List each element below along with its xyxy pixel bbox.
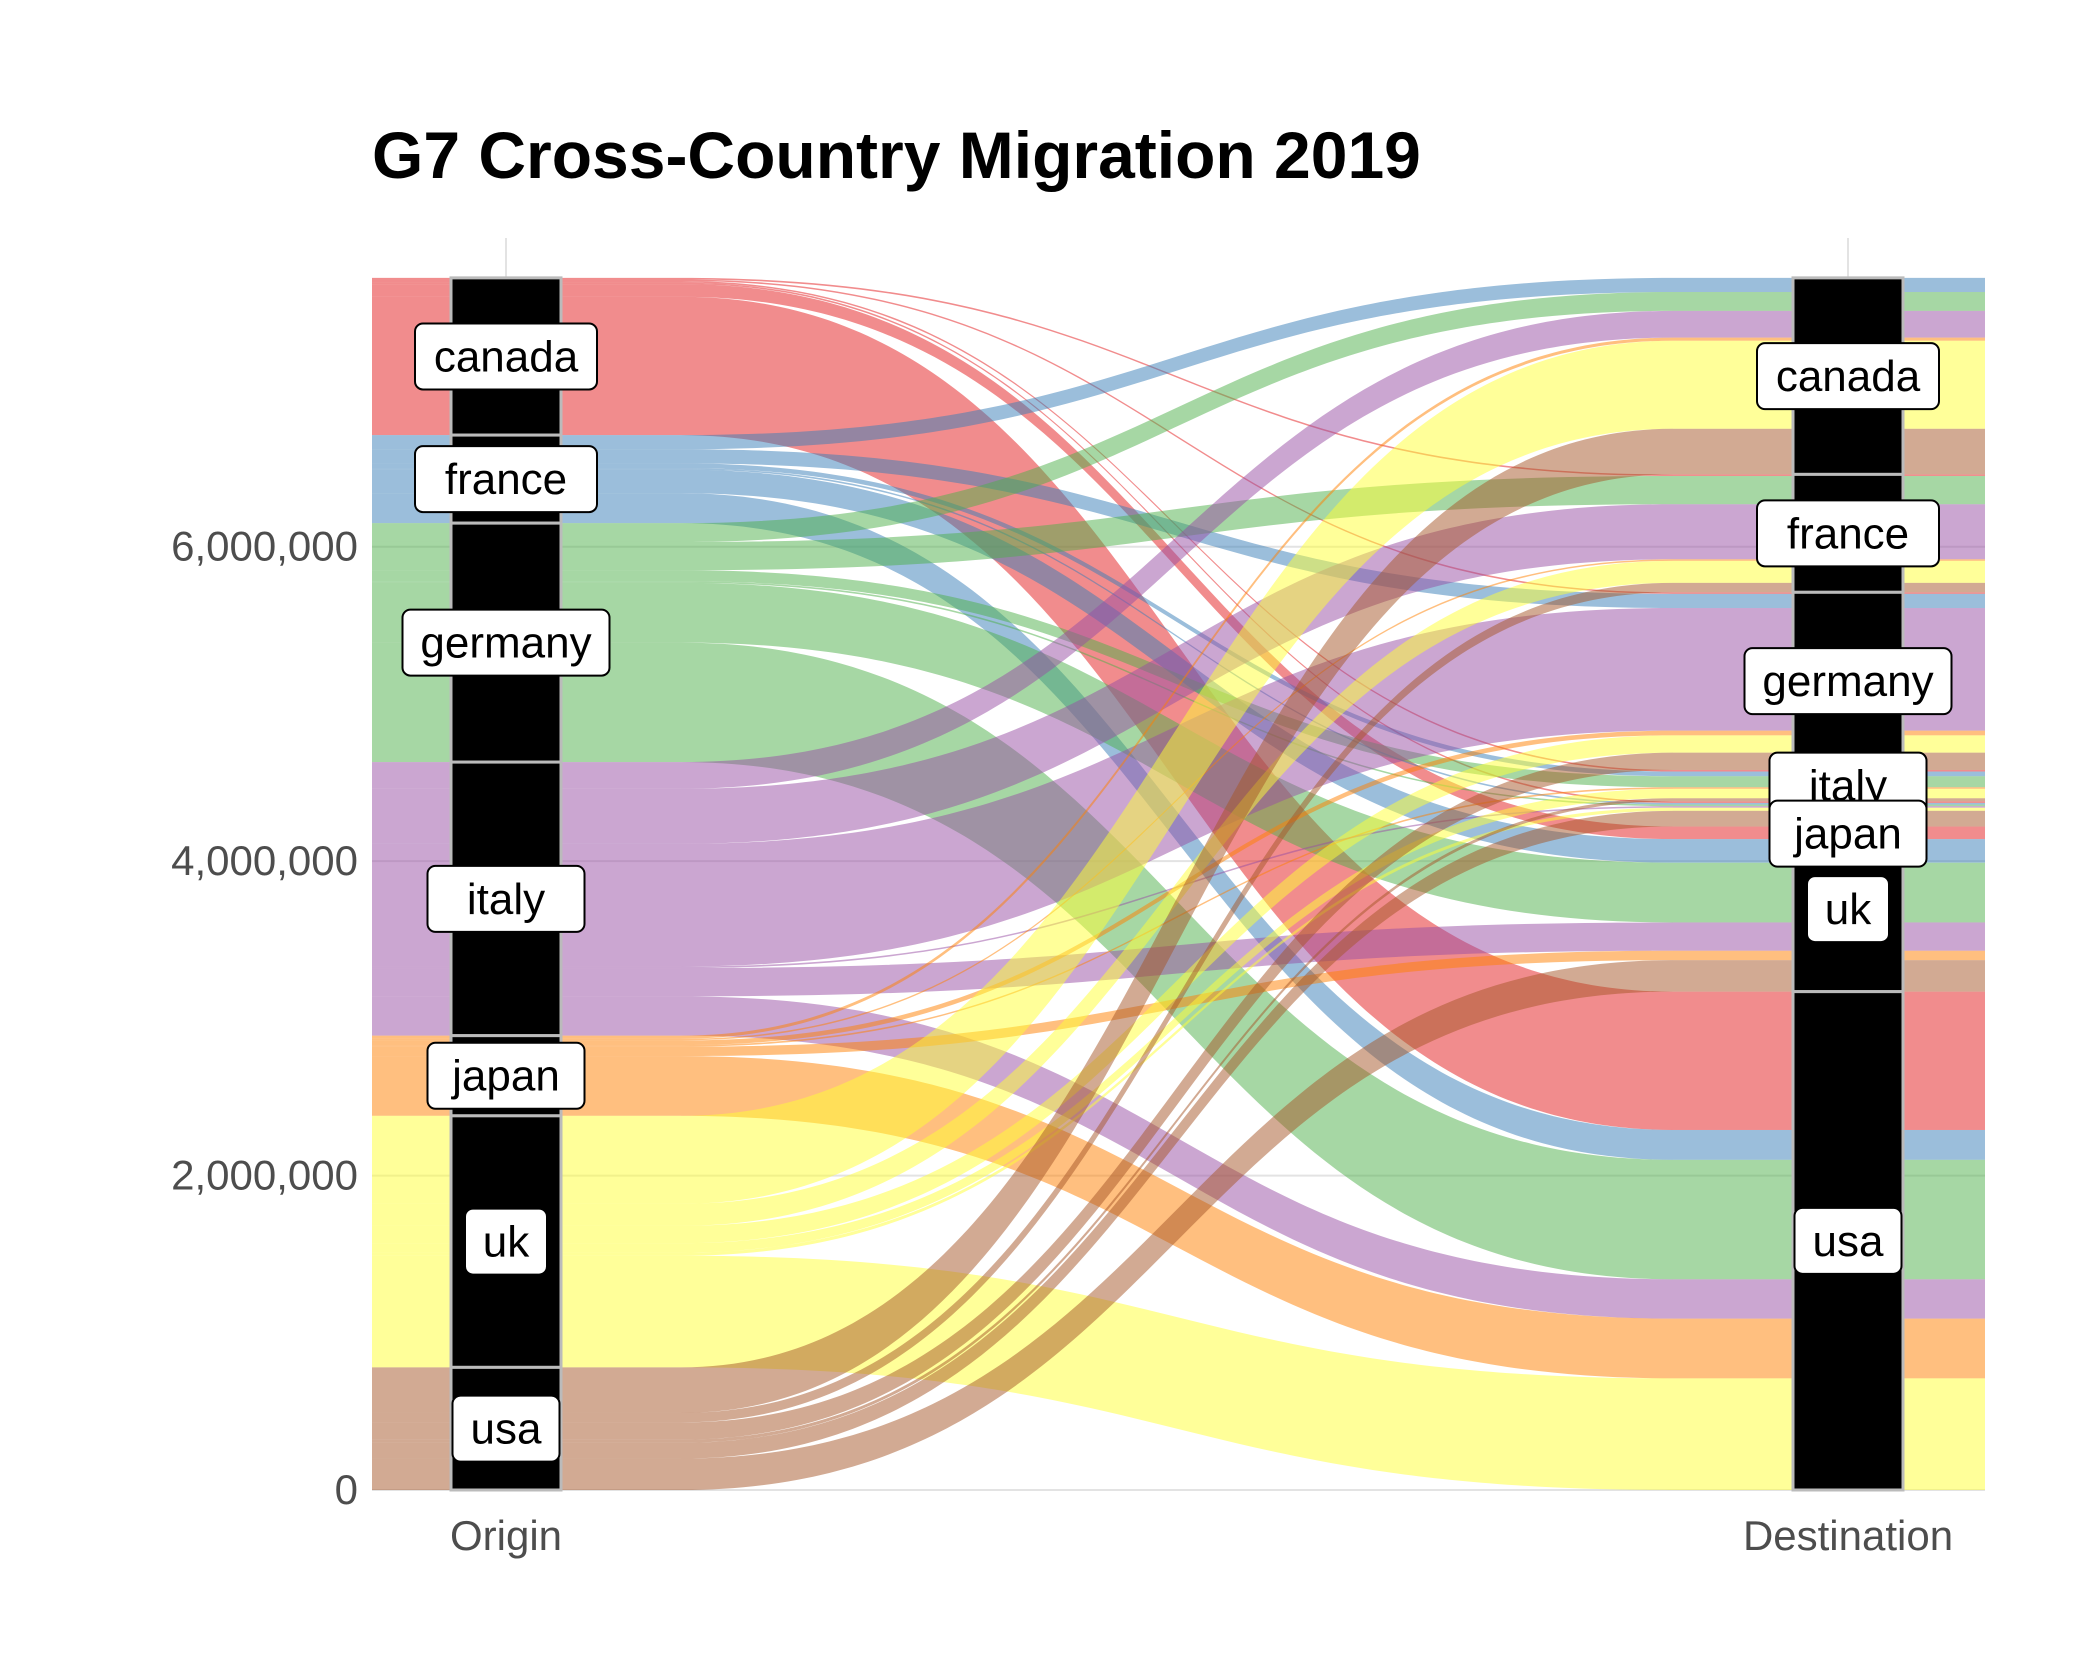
label-text: canada: [434, 332, 579, 381]
destination-label-japan: japan: [1768, 799, 1928, 868]
label-box: [414, 445, 598, 514]
flow-france-to-japan: [681, 468, 1673, 805]
label-text: canada: [1776, 352, 1921, 401]
flow-usa-to-canada: [681, 428, 1673, 1413]
label-box: [1756, 342, 1940, 411]
flow-italy-to-canada: [681, 310, 1673, 789]
flow-france-to-canada: [681, 277, 1673, 450]
flow-usa-to-germany: [681, 752, 1673, 1440]
flow-uk-to-italy: [681, 788, 1673, 1253]
label-text: germany: [1762, 657, 1933, 706]
origin-label-italy: italy: [426, 864, 586, 933]
stratum-labels: canada france germany italy japan uk usa canada…: [401, 322, 1953, 1463]
flow-uk-to-japan: [681, 807, 1673, 1256]
flow-japan-to-canada: [681, 337, 1673, 1039]
flow-uk-to-usa: [681, 1255, 1673, 1490]
origin-label-canada: canada: [414, 322, 598, 391]
label-text: germany: [420, 619, 591, 668]
flow-ribbons: [681, 277, 1673, 1490]
flow-italy-to-usa: [681, 996, 1673, 1319]
label-box: [426, 1041, 586, 1110]
label-text: usa: [471, 1405, 542, 1454]
destination-label-france: france: [1756, 499, 1940, 568]
destination-label-germany: germany: [1743, 647, 1953, 716]
flow-uk-to-germany: [681, 735, 1673, 1244]
label-box: [1756, 499, 1940, 568]
y-tick-label: 6,000,000: [171, 523, 358, 570]
y-tick-label: 2,000,000: [171, 1152, 358, 1199]
flow-canada-to-france: [681, 277, 1673, 476]
label-box: [451, 1394, 561, 1463]
y-tick-label: 4,000,000: [171, 837, 358, 884]
flow-usa-to-italy: [681, 798, 1673, 1443]
y-tick-label: 0: [335, 1466, 358, 1513]
label-box: [1743, 647, 1953, 716]
label-box: [401, 608, 611, 677]
flow-italy-to-france: [681, 504, 1673, 844]
destination-label-canada: canada: [1756, 342, 1940, 411]
flow-uk-to-france: [681, 560, 1673, 1226]
label-box: [1806, 875, 1890, 944]
origin-label-uk: uk: [464, 1207, 548, 1276]
flow-usa-to-france: [681, 582, 1673, 1423]
x-axis-label-origin: Origin: [450, 1512, 562, 1559]
label-text: japan: [1792, 810, 1902, 859]
label-text: uk: [483, 1218, 530, 1267]
label-box: [1793, 1206, 1903, 1275]
label-text: france: [445, 455, 567, 504]
origin-label-germany: germany: [401, 608, 611, 677]
flow-usa-to-japan: [681, 810, 1673, 1459]
label-box: [1768, 799, 1928, 868]
label-text: italy: [467, 875, 545, 924]
flow-germany-to-canada: [681, 292, 1673, 542]
flow-uk-to-canada: [681, 340, 1673, 1204]
origin-label-japan: japan: [426, 1041, 586, 1110]
label-text: usa: [1813, 1217, 1884, 1266]
flow-france-to-italy: [681, 463, 1673, 777]
label-box: [414, 322, 598, 391]
x-axis-label-destination: Destination: [1743, 1512, 1953, 1559]
destination-label-uk: uk: [1806, 875, 1890, 944]
y-axis-ticks: 0 2,000,000 4,000,000 6,000,000: [171, 523, 358, 1513]
label-text: france: [1787, 509, 1909, 558]
origin-label-usa: usa: [451, 1394, 561, 1463]
flow-canada-to-germany: [681, 279, 1673, 594]
flow-italy-to-uk: [681, 922, 1673, 997]
label-text: uk: [1825, 885, 1872, 934]
chart-title: G7 Cross-Country Migration 2019: [372, 118, 1421, 192]
label-box: [464, 1207, 548, 1276]
flow-usa-to-uk: [681, 960, 1673, 1490]
label-box: [426, 864, 586, 933]
label-text: japan: [450, 1052, 560, 1101]
destination-label-usa: usa: [1793, 1206, 1903, 1275]
origin-label-france: france: [414, 445, 598, 514]
